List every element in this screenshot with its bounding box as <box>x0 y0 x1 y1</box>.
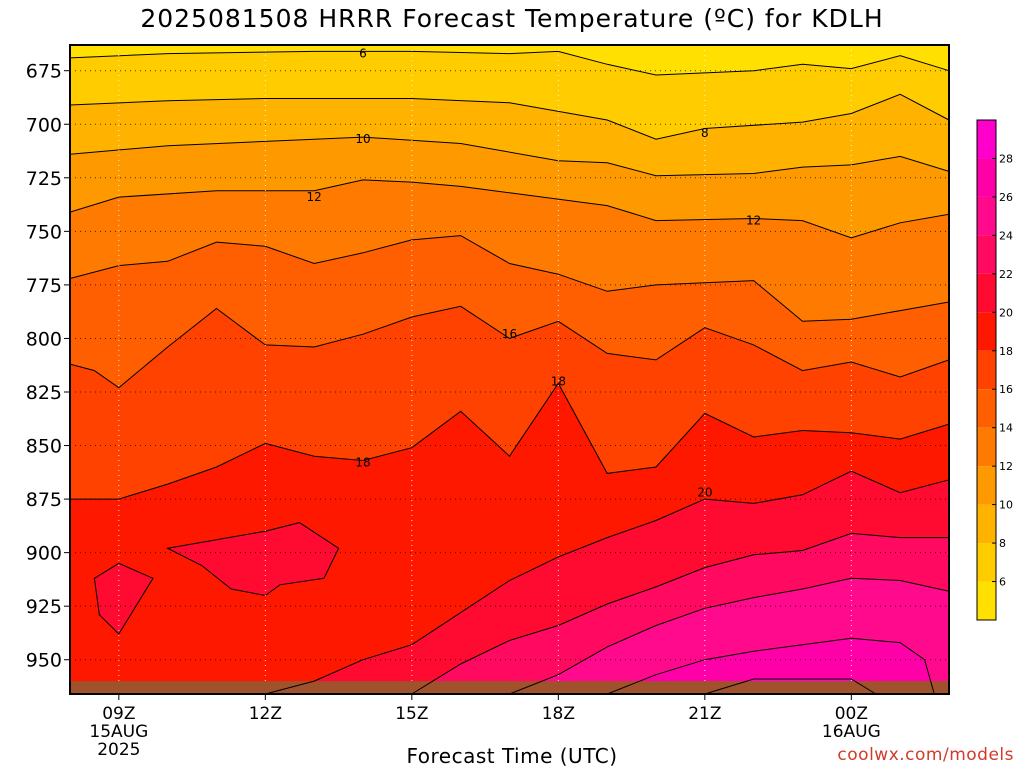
contour-label: 10 <box>355 132 370 146</box>
x-tick-label: 12Z <box>249 704 282 724</box>
contour-labels: 6 10 8 12 12 16 18 18 20 <box>307 47 762 500</box>
colorbar-swatch <box>977 120 996 159</box>
x-axis-label: Forecast Time (UTC) <box>406 744 618 768</box>
contour-label: 8 <box>701 126 709 140</box>
colorbar-swatch <box>977 466 996 505</box>
y-tick-label: 825 <box>26 382 62 404</box>
isotherm-line <box>607 637 935 695</box>
isotherm-line <box>704 678 877 695</box>
y-tick-label: 925 <box>26 596 62 618</box>
y-tick-label: 800 <box>26 328 62 350</box>
colorbar-tick-label: 22 <box>999 268 1013 281</box>
plot-border <box>69 44 950 695</box>
chart-title: 2025081508 HRRR Forecast Temperature (ºC… <box>140 4 884 33</box>
ground-surface <box>70 681 949 694</box>
colorbar-border <box>976 119 997 621</box>
isotherm-line <box>69 305 950 389</box>
colorbar-tick-label: 12 <box>999 460 1013 473</box>
x-tick-label: 15Z <box>395 704 428 724</box>
y-tick-label: 675 <box>26 61 62 83</box>
colorbar-swatch <box>977 312 996 351</box>
x-tick-label: 21Z <box>688 704 721 724</box>
contour-label: 16 <box>502 327 517 341</box>
y-tick-label: 775 <box>26 275 62 297</box>
isotherm-line <box>69 235 950 322</box>
isotherm-line <box>166 522 340 597</box>
plot-frame <box>69 44 950 695</box>
x-tick-label: 09Z <box>102 704 135 724</box>
x-tick-label: 00Z <box>835 704 868 724</box>
contour-label: 12 <box>307 190 322 204</box>
band-fill <box>94 563 153 634</box>
colorbar-tick-label: 24 <box>999 229 1013 242</box>
colorbar-swatch <box>977 158 996 197</box>
contour-label: 20 <box>697 486 712 500</box>
isotherm-line <box>509 577 950 695</box>
colorbar-tick-label: 16 <box>999 383 1013 396</box>
isotherm-line <box>69 93 950 140</box>
colorbar-tick-label: 28 <box>999 152 1013 165</box>
isotherm-lines <box>69 50 950 695</box>
x-tick-sublabel: 2025 <box>97 740 140 760</box>
source-credit: coolwx.com/models <box>837 745 1014 765</box>
band-fill <box>167 522 339 596</box>
isotherm-line <box>411 532 949 695</box>
colorbar-swatch <box>977 581 996 620</box>
y-tick-label: 900 <box>26 543 62 565</box>
colorbar-tick-label: 6 <box>999 576 1006 589</box>
y-tick-label: 750 <box>26 221 62 243</box>
contour-label: 18 <box>551 374 566 388</box>
colorbar-tick-label: 20 <box>999 306 1013 319</box>
grid-lines <box>70 45 949 682</box>
x-tick-sublabel: 16AUG <box>822 722 881 742</box>
isotherm-line <box>69 136 950 177</box>
colorbar-tick-label: 8 <box>999 537 1006 550</box>
x-tick-label: 18Z <box>542 704 575 724</box>
y-tick-label: 950 <box>26 650 62 672</box>
colorbar-tick-label: 14 <box>999 422 1013 435</box>
y-tick-label: 700 <box>26 114 62 136</box>
contour-label: 6 <box>359 47 367 61</box>
isotherm-line <box>69 179 950 239</box>
y-tick-label: 875 <box>26 489 62 511</box>
colorbar: 6 8 10 12 14 16 18 20 22 24 26 28 <box>976 119 1013 621</box>
colorbar-swatch <box>977 427 996 467</box>
colorbar-tick-label: 26 <box>999 191 1013 204</box>
colorbar-swatch <box>977 235 996 274</box>
isotherm-line <box>69 50 950 76</box>
colorbar-swatch <box>977 389 996 428</box>
y-tick-label: 725 <box>26 168 62 190</box>
band-fill <box>70 638 949 694</box>
isotherm-line <box>265 470 950 695</box>
isotherm-line <box>70 382 950 500</box>
colorbar-swatch <box>977 350 996 390</box>
colorbar-tick-label: 18 <box>999 345 1013 358</box>
contour-label: 18 <box>355 456 370 470</box>
x-tick-sublabel: 15AUG <box>89 722 148 742</box>
plot-area <box>70 45 949 695</box>
y-tick-label: 850 <box>26 436 62 458</box>
colorbar-tick-label: 10 <box>999 499 1013 512</box>
colorbar-swatch <box>977 273 996 313</box>
colorbar-swatch <box>977 504 996 544</box>
colorbar-swatch <box>977 196 996 236</box>
ground-strip <box>70 681 949 694</box>
contour-label: 12 <box>746 214 761 228</box>
colorbar-swatch <box>977 543 996 582</box>
y-axis: 675 700 725 750 775 800 825 850 875 900 925 950 <box>26 61 70 672</box>
